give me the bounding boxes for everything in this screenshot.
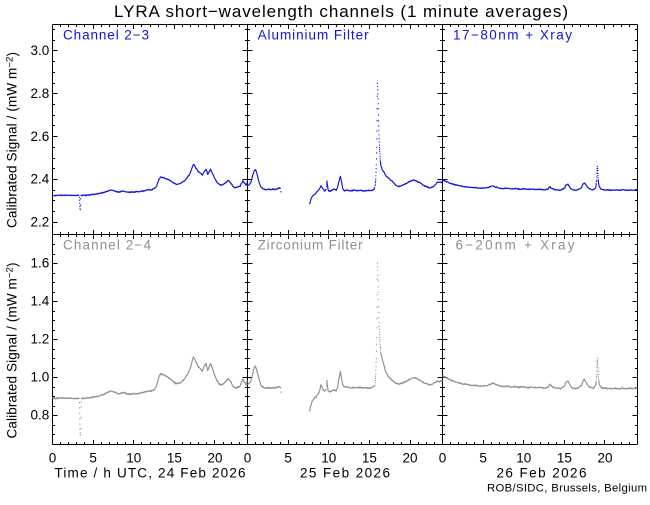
svg-text:1.2: 1.2 — [31, 332, 50, 347]
svg-text:2.6: 2.6 — [31, 129, 50, 144]
svg-text:3.0: 3.0 — [31, 43, 50, 58]
svg-text:Calibrated Signal / (mW m−2): Calibrated Signal / (mW m−2) — [5, 52, 20, 228]
svg-text:0: 0 — [244, 451, 252, 466]
svg-text:Channel 2−3: Channel 2−3 — [63, 28, 149, 43]
svg-text:15: 15 — [362, 451, 377, 466]
svg-text:LYRA short−wavelength channels: LYRA short−wavelength channels (1 minute… — [114, 2, 568, 21]
svg-text:10: 10 — [516, 451, 531, 466]
svg-text:5: 5 — [89, 451, 97, 466]
svg-text:1.4: 1.4 — [31, 294, 50, 309]
svg-text:Calibrated Signal / (mW m−2): Calibrated Signal / (mW m−2) — [5, 263, 20, 439]
svg-text:Time / h UTC, 24 Feb 2026: Time / h UTC, 24 Feb 2026 — [55, 466, 246, 481]
svg-text:5: 5 — [479, 451, 487, 466]
svg-text:2.4: 2.4 — [31, 172, 50, 187]
svg-text:2.2: 2.2 — [31, 215, 50, 230]
svg-text:20: 20 — [207, 451, 222, 466]
svg-text:1.0: 1.0 — [31, 370, 50, 385]
svg-text:17−80nm + Xray: 17−80nm + Xray — [453, 28, 572, 43]
svg-text:2.8: 2.8 — [31, 86, 50, 101]
svg-text:20: 20 — [597, 451, 612, 466]
svg-text:0.8: 0.8 — [31, 408, 50, 423]
svg-text:15: 15 — [167, 451, 182, 466]
svg-text:Zirconium Filter: Zirconium Filter — [258, 238, 364, 253]
svg-text:10: 10 — [126, 451, 141, 466]
svg-text:25 Feb 2026: 25 Feb 2026 — [300, 466, 390, 481]
svg-text:Aluminium Filter: Aluminium Filter — [258, 28, 370, 43]
svg-text:ROB/SIDC, Brussels, Belgium: ROB/SIDC, Brussels, Belgium — [487, 483, 647, 495]
svg-text:5: 5 — [284, 451, 292, 466]
svg-text:1.6: 1.6 — [31, 256, 50, 271]
svg-text:10: 10 — [321, 451, 336, 466]
svg-text:6−20nm + Xray: 6−20nm + Xray — [456, 238, 575, 253]
svg-text:20: 20 — [402, 451, 417, 466]
svg-text:0: 0 — [439, 451, 447, 466]
svg-text:26 Feb 2026: 26 Feb 2026 — [497, 466, 587, 481]
svg-text:15: 15 — [557, 451, 572, 466]
svg-text:0: 0 — [49, 451, 57, 466]
